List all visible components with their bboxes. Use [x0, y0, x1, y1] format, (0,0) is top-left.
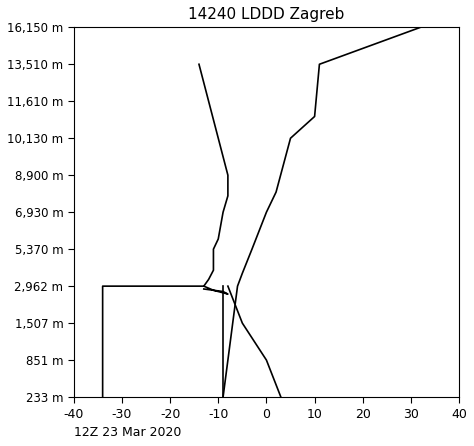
Title: 14240 LDDD Zagreb: 14240 LDDD Zagreb	[188, 7, 345, 22]
X-axis label: 12Z 23 Mar 2020: 12Z 23 Mar 2020	[74, 426, 181, 439]
